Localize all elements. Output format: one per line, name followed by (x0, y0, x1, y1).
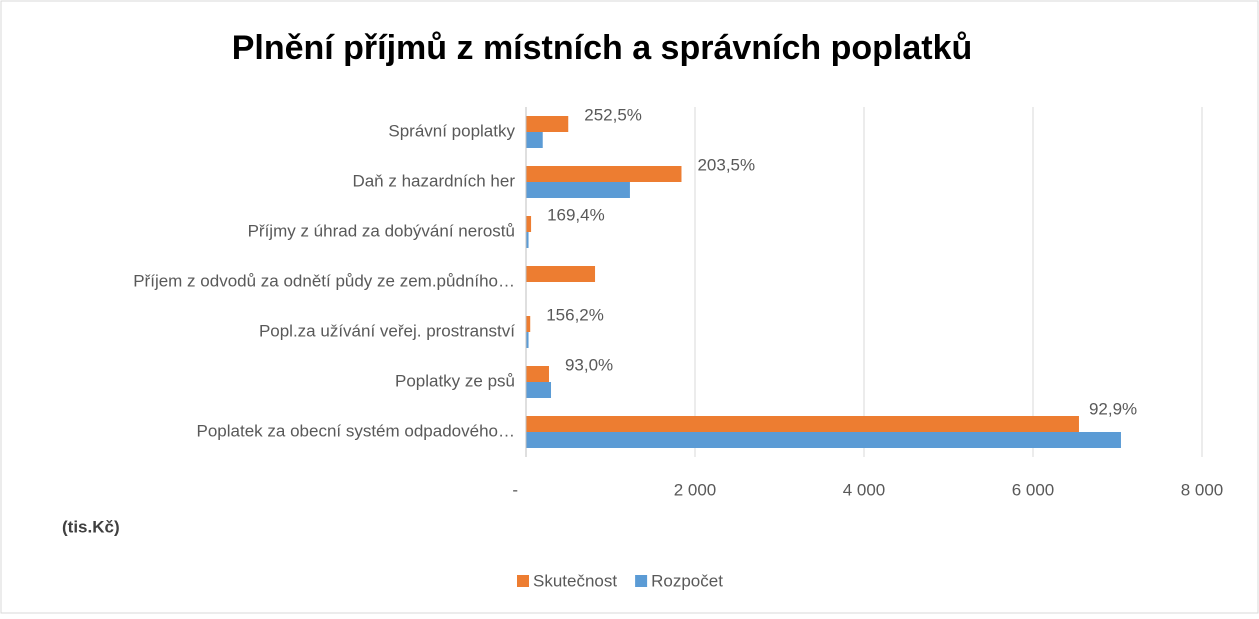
x-tick-label: 8 000 (1181, 480, 1224, 499)
legend-swatch (517, 575, 529, 587)
y-tick-label: Popl.za užívání veřej. prostranství (259, 321, 515, 340)
x-tick-label: 6 000 (1012, 480, 1055, 499)
bar (526, 132, 543, 148)
ratio-label: 252,5% (584, 105, 642, 124)
y-tick-label: Správní poplatky (388, 121, 515, 140)
x-tick-label: 4 000 (843, 480, 886, 499)
ratio-label: 169,4% (547, 205, 605, 224)
bar (526, 316, 531, 332)
y-tick-label: Daň z hazardních her (352, 171, 515, 190)
legend-label: Rozpočet (651, 571, 723, 590)
chart-title: Plnění příjmů z místních a správních pop… (232, 29, 973, 67)
bar (526, 416, 1079, 432)
bar (526, 166, 682, 182)
ratio-label: 203,5% (697, 155, 755, 174)
y-tick-label: Poplatek za obecní systém odpadového… (197, 421, 515, 440)
bar (526, 366, 549, 382)
x-tick-label: 2 000 (674, 480, 717, 499)
bar (526, 216, 532, 232)
bar (526, 432, 1121, 448)
bar (526, 382, 552, 398)
y-tick-label: Příjmy z úhrad za dobývání nerostů (248, 221, 515, 240)
x-tick-label: - (512, 480, 518, 499)
bar (526, 182, 630, 198)
ratio-label: 92,9% (1089, 399, 1137, 418)
bar (526, 266, 596, 282)
y-tick-label: Poplatky ze psů (395, 371, 515, 390)
y-tick-label: Příjem z odvodů za odnětí půdy ze zem.pů… (133, 271, 515, 290)
bar (526, 116, 569, 132)
ratio-label: 156,2% (546, 305, 604, 324)
legend-swatch (635, 575, 648, 587)
bar (526, 232, 529, 248)
bar (526, 332, 529, 348)
ratio-label: 93,0% (565, 355, 613, 374)
unit-label: (tis.Kč) (62, 517, 120, 536)
legend-label: Skutečnost (533, 571, 617, 590)
